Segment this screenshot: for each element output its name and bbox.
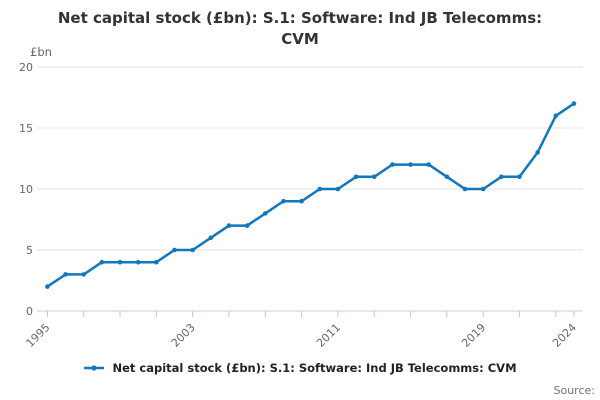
y-tick-label: 20 <box>19 61 33 74</box>
data-point <box>281 198 286 204</box>
data-point <box>353 174 359 180</box>
legend-label: Net capital stock (£bn): S.1: Software: … <box>112 361 517 375</box>
x-tick-label: 2024 <box>550 321 579 350</box>
data-point <box>480 186 486 192</box>
chart-title: Net capital stock (£bn): S.1: Software: … <box>0 8 600 50</box>
data-point <box>81 272 87 277</box>
data-point <box>135 259 141 265</box>
data-point <box>426 162 431 167</box>
legend-line-marker-icon <box>84 365 105 371</box>
chart-title-line1: Net capital stock (£bn): S.1: Software: … <box>57 9 543 27</box>
y-tick-label: 5 <box>26 244 33 257</box>
data-point <box>226 223 232 228</box>
data-point <box>172 247 177 253</box>
data-point <box>571 101 577 106</box>
data-point <box>517 174 522 180</box>
data-point <box>45 284 50 289</box>
y-axis-unit-label: £bn <box>30 45 52 59</box>
data-point <box>499 174 504 180</box>
chart-title-line2: CVM <box>281 30 319 48</box>
y-tick-label: 10 <box>19 183 33 196</box>
series-line <box>46 102 576 288</box>
data-point <box>154 259 159 265</box>
x-tick-label: 1995 <box>24 321 53 350</box>
data-point <box>335 186 341 192</box>
data-point <box>244 223 250 228</box>
x-tick-label: 2003 <box>169 321 198 350</box>
data-point <box>63 272 68 277</box>
data-point <box>408 162 413 167</box>
data-point <box>553 113 559 119</box>
data-point <box>262 211 268 216</box>
data-point <box>317 186 323 192</box>
data-point <box>99 259 105 265</box>
source-label: Source: <box>553 384 596 397</box>
data-point <box>190 247 195 253</box>
data-point <box>462 186 468 192</box>
data-point <box>390 162 395 167</box>
data-point <box>299 198 304 204</box>
y-tick-label: 0 <box>26 305 33 318</box>
data-point <box>117 259 123 265</box>
x-tick-label: 2011 <box>314 321 343 350</box>
y-tick-label: 15 <box>19 122 33 135</box>
data-point <box>535 150 540 155</box>
data-point <box>371 174 377 180</box>
data-point <box>208 235 214 241</box>
data-point <box>444 174 450 180</box>
legend-dot <box>91 365 98 371</box>
legend: Net capital stock (£bn): S.1: Software: … <box>0 361 600 375</box>
x-tick-label: 2019 <box>459 321 488 350</box>
